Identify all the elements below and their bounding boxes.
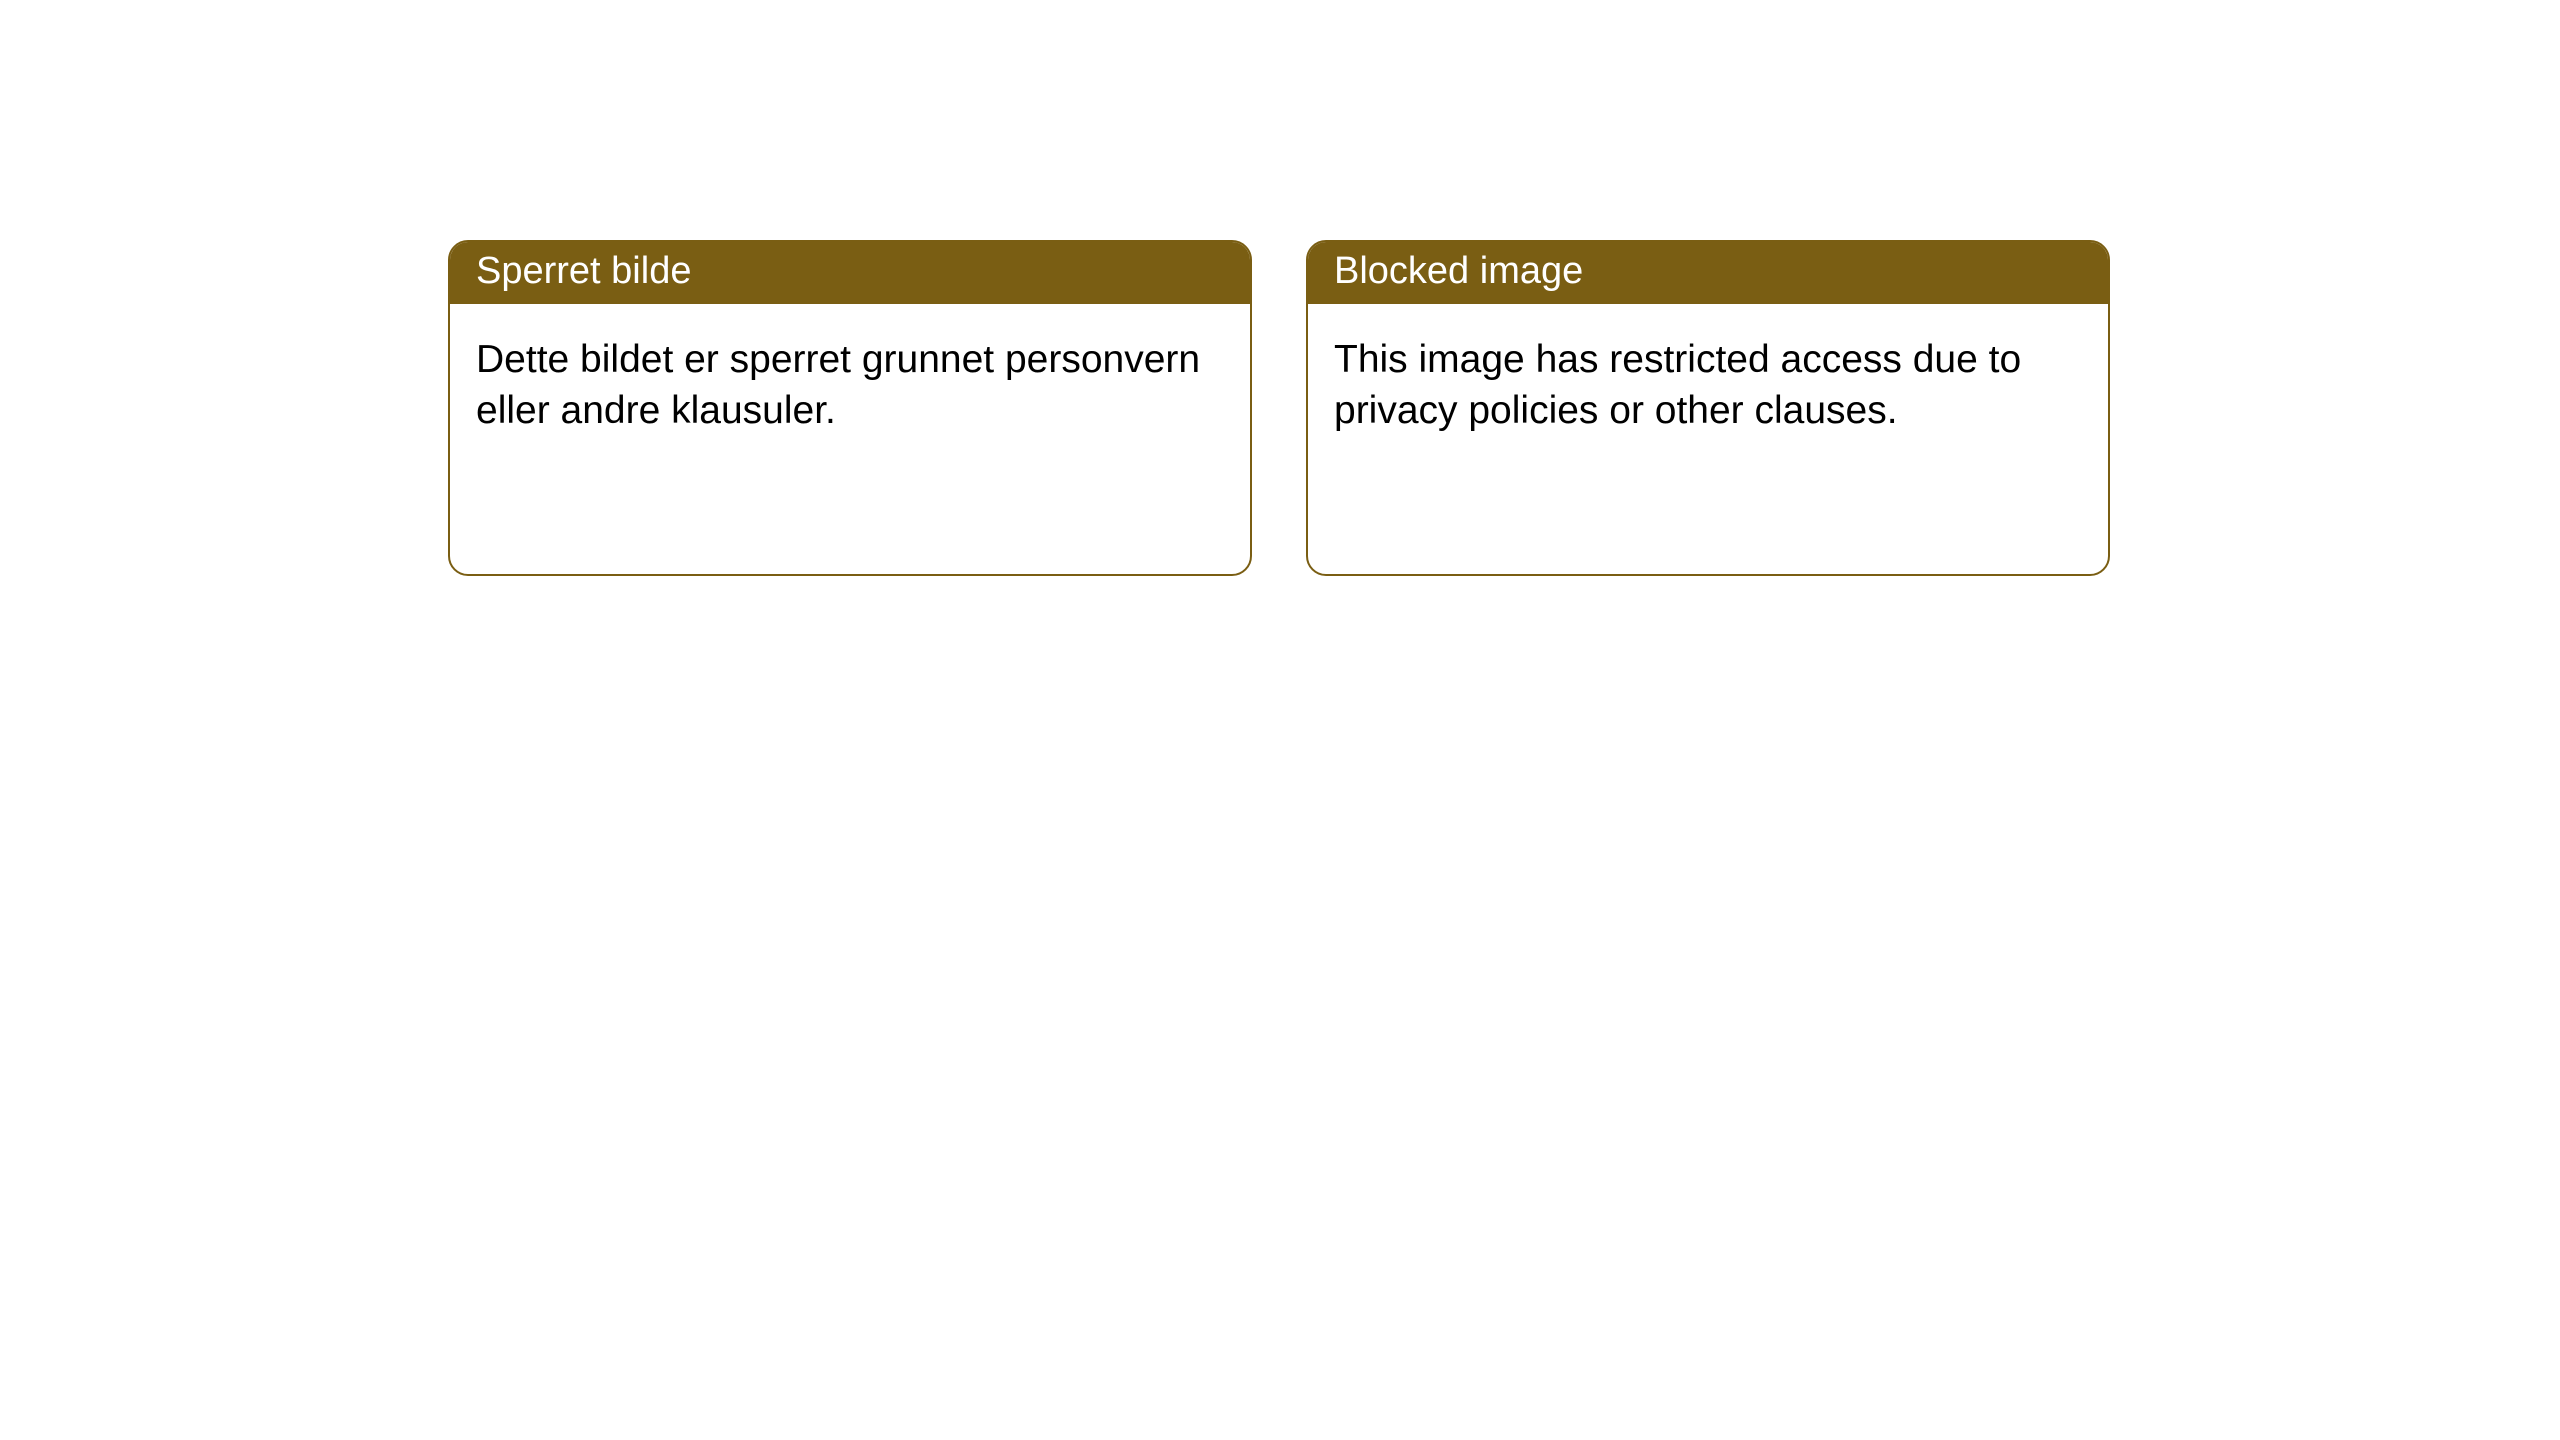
card-body-text: This image has restricted access due to … (1334, 338, 2021, 433)
card-body: Dette bildet er sperret grunnet personve… (450, 304, 1250, 468)
card-title: Blocked image (1334, 250, 1583, 292)
blocked-image-card-no: Sperret bilde Dette bildet er sperret gr… (448, 240, 1252, 576)
blocked-image-card-en: Blocked image This image has restricted … (1306, 240, 2110, 576)
card-title: Sperret bilde (476, 250, 691, 292)
card-body-text: Dette bildet er sperret grunnet personve… (476, 338, 1200, 433)
card-header: Blocked image (1308, 242, 2108, 304)
notice-container: Sperret bilde Dette bildet er sperret gr… (0, 0, 2560, 576)
card-body: This image has restricted access due to … (1308, 304, 2108, 468)
card-header: Sperret bilde (450, 242, 1250, 304)
